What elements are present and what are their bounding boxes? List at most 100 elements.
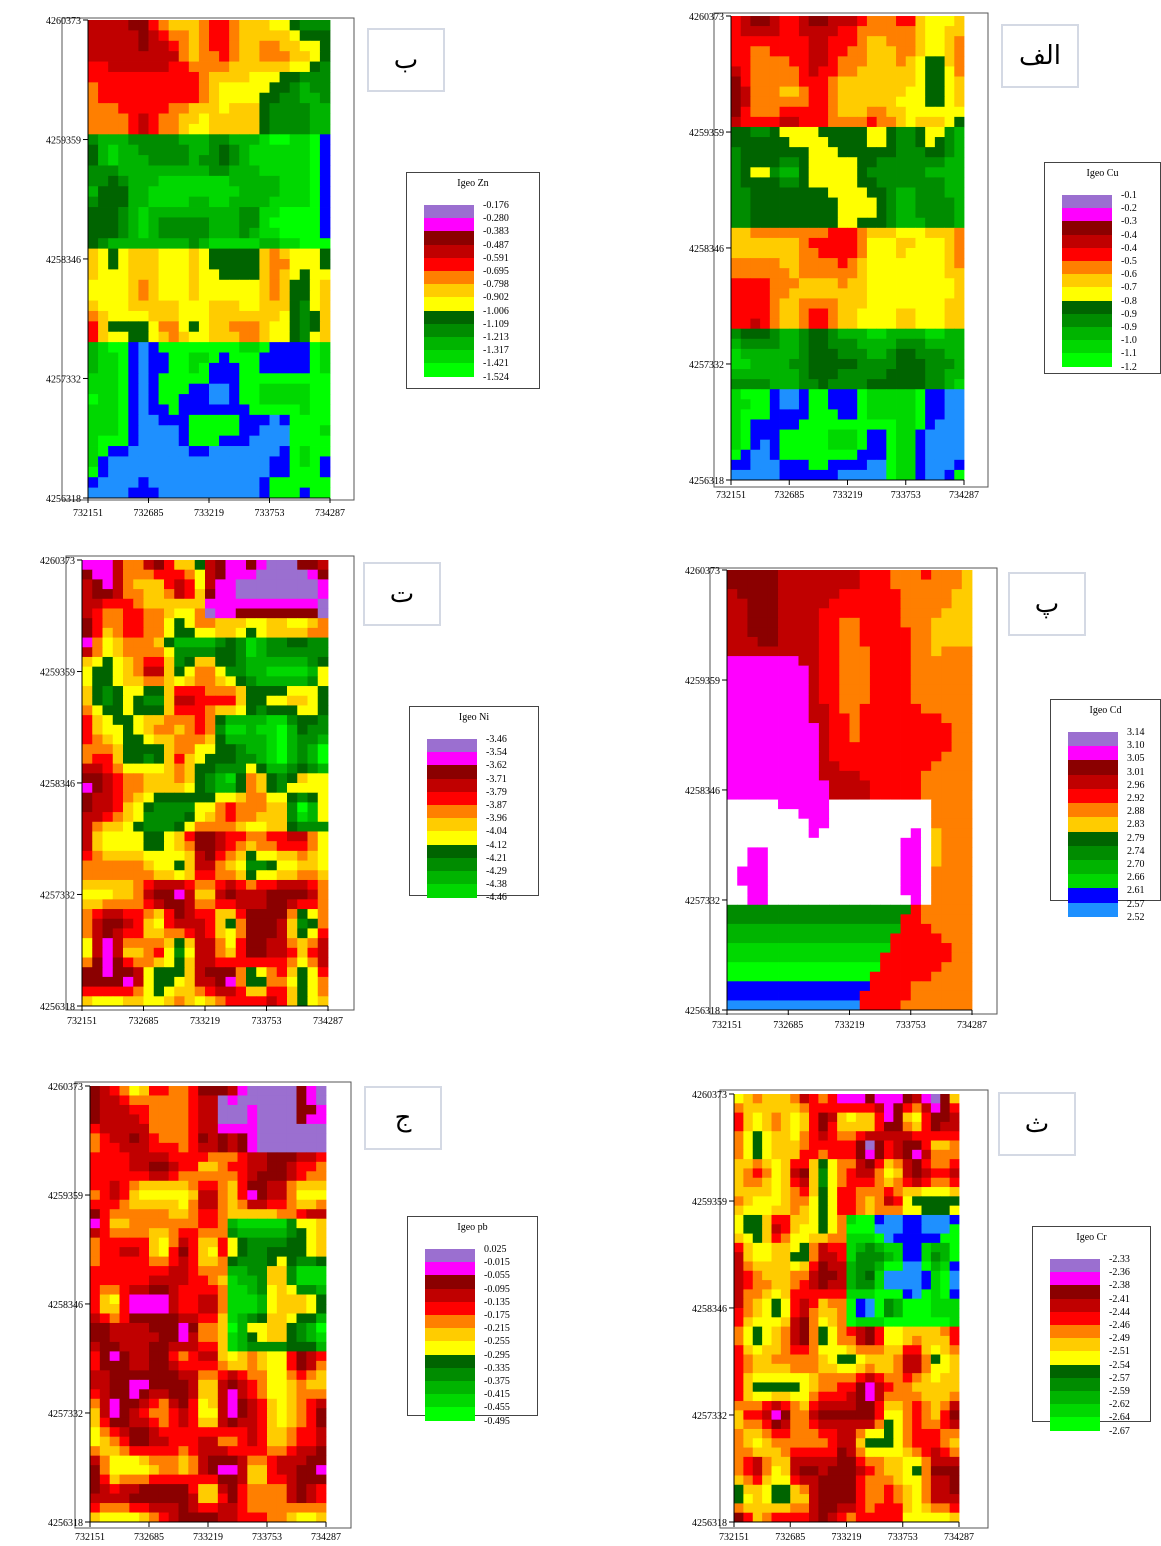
- map-cell: [299, 279, 311, 291]
- map-cell: [276, 1218, 288, 1229]
- map-cell: [839, 904, 850, 915]
- map-cell: [760, 409, 771, 420]
- map-cell: [307, 909, 319, 920]
- map-cell: [757, 952, 769, 963]
- map-cell: [164, 783, 175, 794]
- map-cell: [148, 134, 159, 146]
- map-cell: [82, 889, 93, 900]
- map-cell: [760, 147, 771, 158]
- map-cell: [279, 227, 291, 239]
- map-cell: [168, 1161, 179, 1172]
- map-cell: [747, 751, 759, 762]
- map-cell: [92, 627, 103, 638]
- map-cell: [164, 676, 175, 687]
- map-cell: [859, 952, 871, 963]
- map-cell: [174, 753, 185, 765]
- map-cell: [880, 895, 891, 906]
- map-cell: [798, 147, 810, 158]
- map-cell: [269, 435, 280, 447]
- map-cell: [890, 990, 901, 1001]
- map-cell: [847, 409, 858, 420]
- map-cell: [168, 466, 180, 478]
- map-cell: [276, 724, 288, 735]
- map-cell: [158, 82, 170, 94]
- map-cell: [954, 227, 965, 239]
- map-cell: [269, 175, 280, 187]
- map-cell: [168, 30, 180, 42]
- map-cell: [900, 656, 912, 667]
- map-cell: [194, 870, 206, 881]
- map-cell: [174, 763, 185, 774]
- map-cell: [876, 26, 887, 37]
- map-cell: [869, 914, 881, 925]
- map-cell: [900, 665, 912, 676]
- map-cell: [747, 943, 759, 954]
- map-cell: [297, 695, 308, 706]
- map-cell: [276, 656, 288, 668]
- legend-ni: Igeo Ni -3.46 -3.54 -3.62 -3.71 -3.79 -3.87 -3.…: [409, 706, 539, 903]
- map-cell: [760, 379, 771, 390]
- map-cell: [900, 598, 912, 609]
- map-cell: [837, 207, 848, 219]
- map-cell: [778, 780, 789, 791]
- map-cell: [205, 627, 216, 638]
- map-cell: [925, 187, 936, 198]
- map-cell: [798, 866, 810, 877]
- map-cell: [217, 1161, 229, 1172]
- map-cell: [128, 92, 139, 104]
- map-cell: [915, 379, 926, 390]
- map-cell: [808, 66, 819, 77]
- map-cell: [153, 647, 165, 658]
- map-cell: [133, 899, 144, 910]
- x-tick-label: 732685: [134, 508, 164, 519]
- map-cell: [900, 866, 912, 877]
- map-cell: [108, 331, 119, 343]
- map-cell: [317, 812, 329, 823]
- map-cell: [143, 608, 155, 619]
- map-cell: [896, 278, 907, 289]
- map-cell: [92, 753, 103, 765]
- map-cell: [886, 126, 897, 138]
- map-cell: [737, 971, 748, 982]
- map-cell: [168, 238, 180, 250]
- map-cell: [740, 248, 751, 259]
- map-cell: [219, 134, 230, 146]
- map-cell: [82, 899, 93, 910]
- map-cell: [178, 477, 190, 489]
- map-cell: [769, 137, 780, 148]
- map-cell: [818, 177, 829, 188]
- map-cell: [215, 947, 226, 958]
- map-cell: [779, 338, 790, 350]
- map-cell: [857, 419, 868, 430]
- map-cell: [317, 792, 329, 803]
- map-cell: [259, 352, 270, 364]
- map-cell: [133, 928, 144, 939]
- map-cell: [215, 879, 226, 891]
- map-cell: [123, 821, 134, 832]
- map-cell: [92, 996, 103, 1007]
- legend-swatch: [424, 363, 474, 378]
- map-cell: [944, 379, 955, 390]
- map-cell: [108, 40, 119, 52]
- map-cell: [198, 1095, 209, 1106]
- map-cell: [279, 446, 291, 457]
- map-cell: [266, 879, 278, 891]
- map-cell: [767, 579, 779, 590]
- map-cell: [299, 414, 311, 426]
- map-cell: [289, 165, 301, 177]
- map-cell: [789, 137, 800, 148]
- map-cell: [198, 1114, 209, 1125]
- map-cell: [246, 841, 257, 852]
- map-cell: [178, 1133, 189, 1144]
- map-cell: [256, 773, 267, 784]
- map-cell: [158, 186, 170, 198]
- map-cell: [869, 866, 881, 877]
- map-cell: [727, 933, 738, 944]
- legend-swatch: [1068, 902, 1118, 918]
- map-cell: [246, 589, 257, 600]
- map-cell: [849, 589, 861, 600]
- map-cell: [727, 636, 738, 647]
- x-tick-label: 733219: [194, 508, 224, 519]
- map-cell: [279, 279, 291, 291]
- map-cell: [269, 30, 280, 42]
